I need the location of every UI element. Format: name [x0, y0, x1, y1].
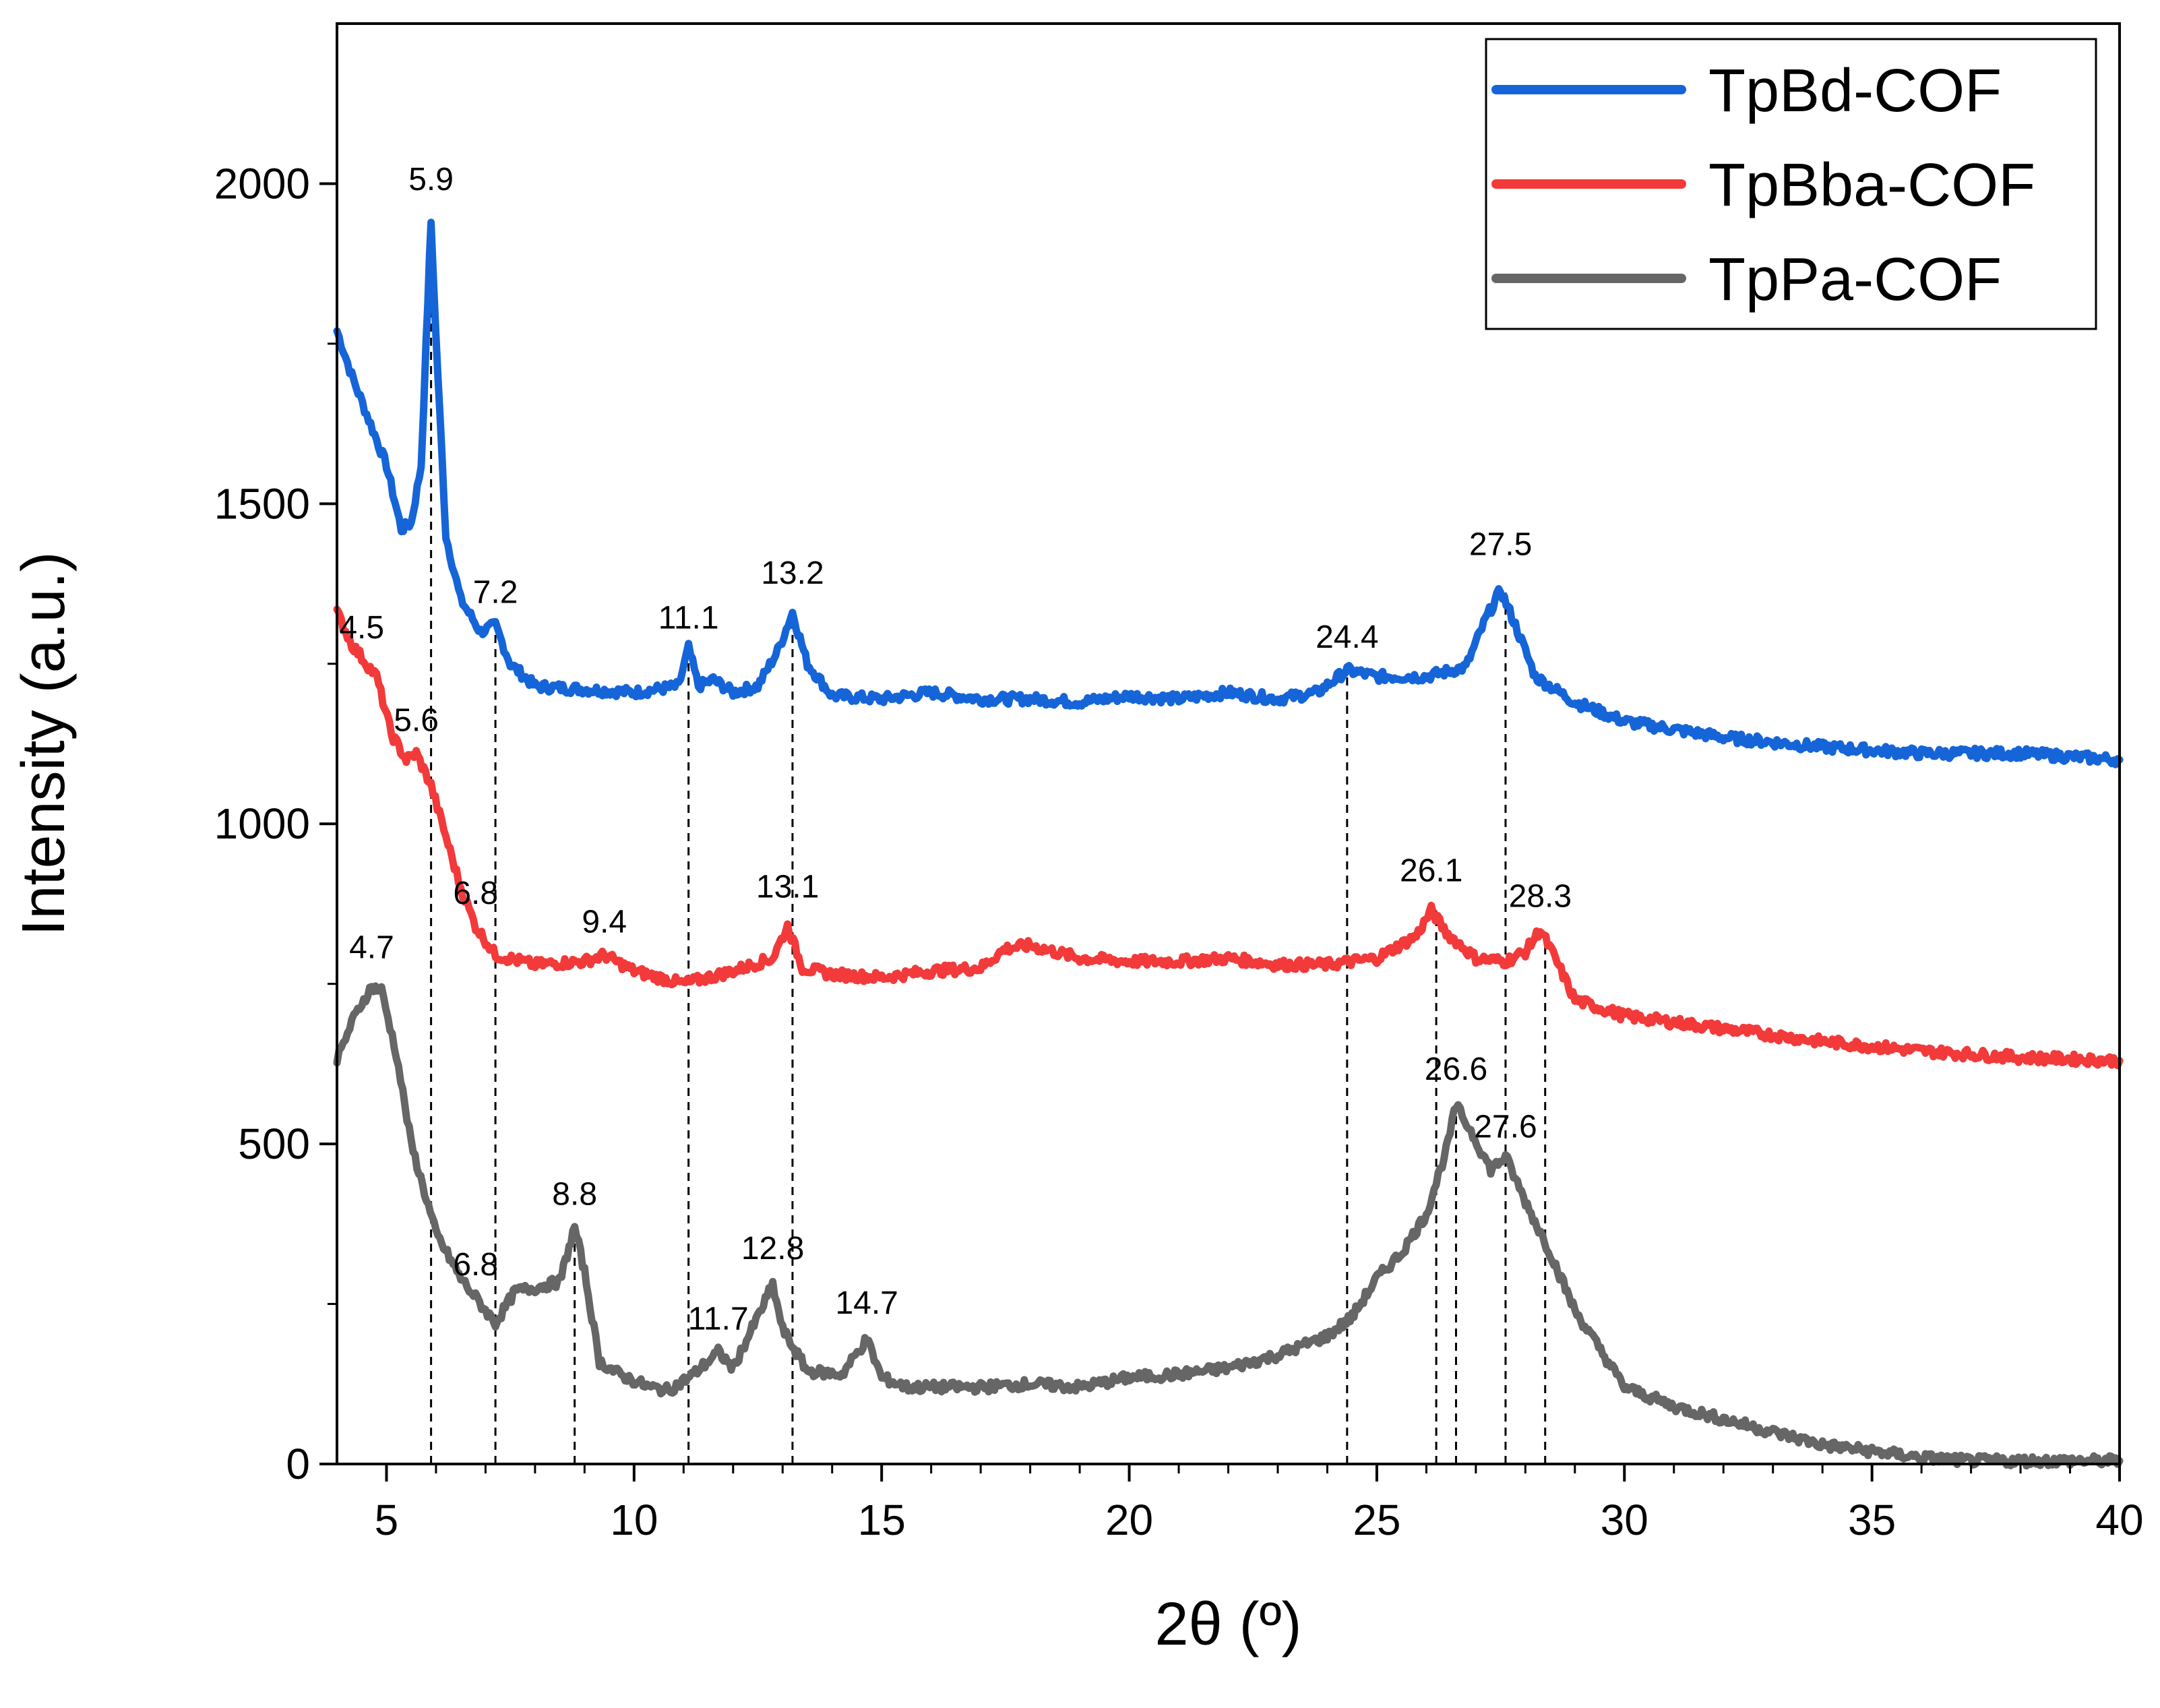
x-tick-label: 5 [375, 1496, 399, 1544]
peak-label: 5.9 [408, 162, 454, 197]
x-tick-label: 25 [1353, 1496, 1400, 1544]
series-lines [333, 218, 2124, 1470]
x-tick-label: 15 [858, 1496, 906, 1544]
peak-labels: 5.9 7.2 11.1 13.2 24.4 27.5 4.5 5.6 6.8 9.4 13.1 26… [339, 162, 1572, 1337]
peak-label: 6.8 [453, 1247, 498, 1283]
x-tick-label: 35 [1848, 1496, 1896, 1544]
peak-label: 9.4 [582, 905, 627, 940]
x-tick-label: 40 [2095, 1496, 2143, 1544]
y-axis-ticks: 0 500 1000 1500 2000 [214, 159, 337, 1488]
peak-label: 11.1 [658, 601, 719, 636]
peak-label: 8.8 [552, 1176, 597, 1212]
legend-label: TpPa-COF [1708, 246, 2002, 313]
y-tick-label: 1000 [214, 799, 310, 848]
peak-label: 27.6 [1474, 1109, 1537, 1145]
series-line-tpbd-cof [333, 218, 2124, 768]
y-axis-title: Intensity (a.u.) [10, 551, 78, 936]
peak-label: 24.4 [1316, 619, 1378, 655]
peak-label: 26.6 [1425, 1051, 1487, 1087]
peak-label: 4.5 [339, 610, 384, 646]
y-tick-label: 2000 [214, 159, 310, 208]
peak-label: 6.8 [453, 876, 498, 911]
x-tick-label: 30 [1601, 1496, 1648, 1544]
peak-label: 14.7 [835, 1285, 898, 1321]
legend-label: TpBd-COF [1708, 57, 2002, 125]
legend-label: TpBba-COF [1708, 152, 2035, 219]
x-axis-title: 2θ (º) [1155, 1591, 1302, 1658]
peak-label: 12.8 [741, 1231, 804, 1267]
legend: TpBd-COF TpBba-COF TpPa-COF [1485, 38, 2097, 330]
peak-label: 4.7 [349, 930, 394, 966]
peak-label: 7.2 [473, 575, 518, 611]
x-tick-label: 20 [1105, 1496, 1153, 1544]
peak-label: 13.2 [761, 555, 824, 591]
y-tick-label: 0 [286, 1440, 310, 1488]
peak-label: 11.7 [688, 1302, 749, 1337]
y-tick-label: 1500 [214, 479, 310, 528]
reference-lines [430, 222, 1547, 1464]
peak-label: 5.6 [394, 703, 439, 739]
peak-label: 13.1 [756, 869, 819, 905]
x-tick-label: 10 [610, 1496, 658, 1544]
y-tick-label: 500 [238, 1120, 310, 1168]
series-line-tppa-cof [333, 982, 2124, 1470]
peak-label: 28.3 [1509, 879, 1572, 915]
x-axis-ticks: 5 10 15 20 25 30 35 40 [375, 1464, 2144, 1544]
series-line-tpbba-cof [333, 605, 2124, 1070]
peak-label: 26.1 [1400, 853, 1462, 889]
peak-label: 27.5 [1469, 526, 1532, 562]
